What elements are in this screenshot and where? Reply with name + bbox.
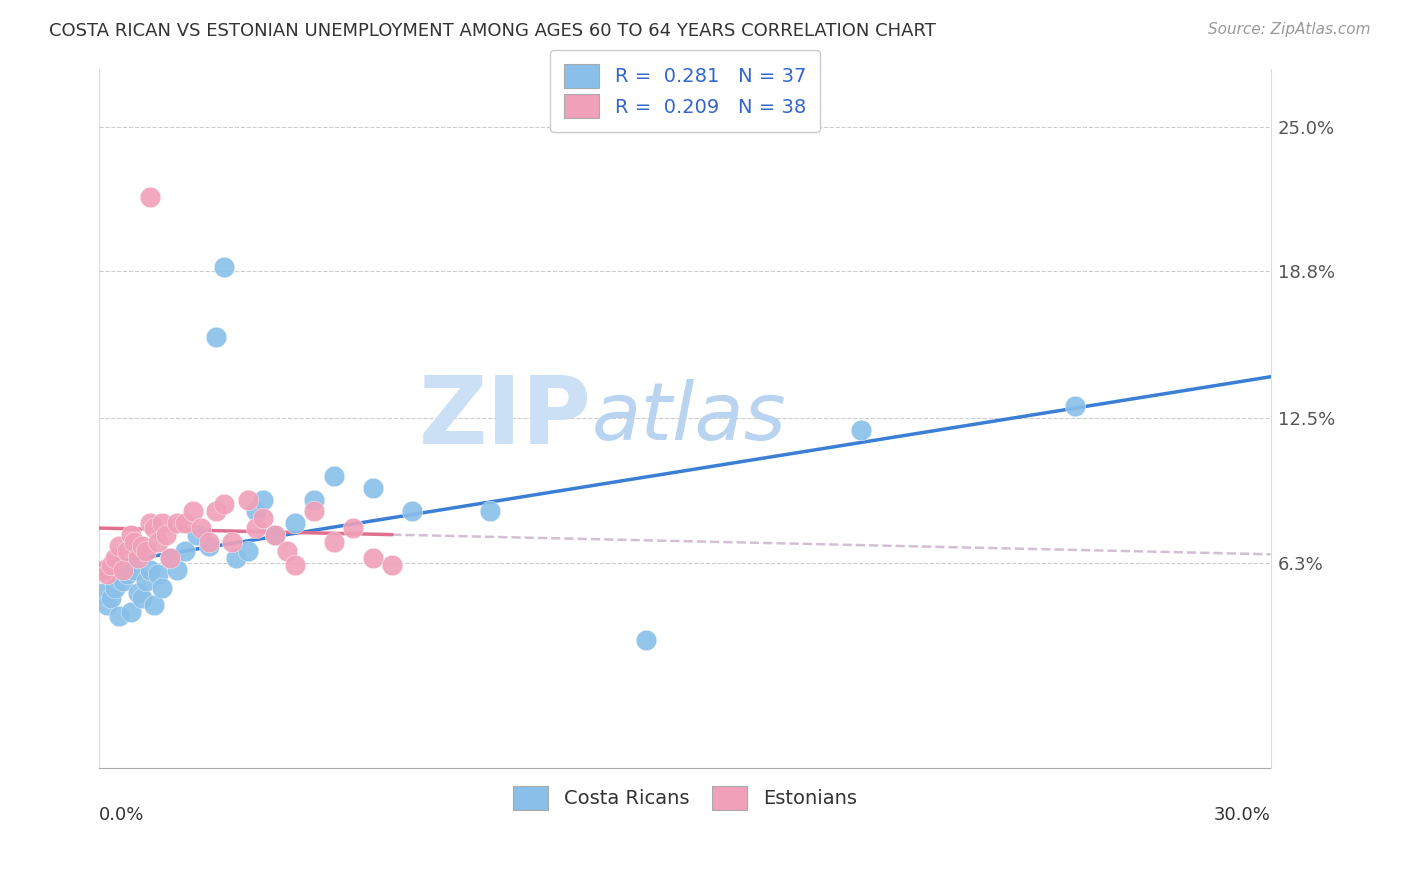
Point bbox=[120, 605, 142, 619]
Point bbox=[361, 481, 384, 495]
Point bbox=[197, 539, 219, 553]
Point bbox=[155, 527, 177, 541]
Point bbox=[96, 598, 118, 612]
Text: ZIP: ZIP bbox=[419, 372, 592, 464]
Point bbox=[264, 527, 287, 541]
Point bbox=[100, 591, 122, 605]
Point bbox=[342, 521, 364, 535]
Point bbox=[302, 504, 325, 518]
Point bbox=[135, 574, 157, 589]
Point bbox=[284, 516, 307, 530]
Point bbox=[159, 551, 181, 566]
Point bbox=[276, 544, 298, 558]
Point bbox=[146, 534, 169, 549]
Point bbox=[115, 544, 138, 558]
Point bbox=[139, 563, 162, 577]
Point bbox=[174, 516, 197, 530]
Point bbox=[131, 539, 153, 553]
Point bbox=[124, 563, 146, 577]
Text: 0.0%: 0.0% bbox=[100, 806, 145, 824]
Point bbox=[139, 516, 162, 530]
Point bbox=[159, 551, 181, 566]
Point bbox=[221, 534, 243, 549]
Point bbox=[252, 511, 274, 525]
Point bbox=[120, 527, 142, 541]
Point bbox=[197, 534, 219, 549]
Point bbox=[245, 504, 267, 518]
Point bbox=[236, 492, 259, 507]
Point bbox=[115, 567, 138, 582]
Point bbox=[322, 469, 344, 483]
Point bbox=[302, 492, 325, 507]
Text: atlas: atlas bbox=[592, 379, 786, 457]
Point bbox=[166, 563, 188, 577]
Point bbox=[214, 260, 236, 274]
Point bbox=[150, 581, 173, 595]
Point bbox=[214, 497, 236, 511]
Text: 30.0%: 30.0% bbox=[1213, 806, 1271, 824]
Point bbox=[100, 558, 122, 572]
Point bbox=[361, 551, 384, 566]
Point bbox=[205, 329, 228, 343]
Point bbox=[284, 558, 307, 572]
Point bbox=[131, 591, 153, 605]
Point bbox=[174, 544, 197, 558]
Point bbox=[401, 504, 423, 518]
Point bbox=[111, 563, 134, 577]
Point bbox=[108, 609, 131, 624]
Point bbox=[634, 632, 657, 647]
Point bbox=[1064, 400, 1087, 414]
Point bbox=[124, 534, 146, 549]
Point bbox=[127, 551, 149, 566]
Point bbox=[181, 504, 204, 518]
Point bbox=[139, 190, 162, 204]
Point bbox=[96, 567, 118, 582]
Legend: Costa Ricans, Estonians: Costa Ricans, Estonians bbox=[505, 778, 865, 817]
Point bbox=[322, 534, 344, 549]
Point bbox=[236, 544, 259, 558]
Point bbox=[252, 492, 274, 507]
Text: COSTA RICAN VS ESTONIAN UNEMPLOYMENT AMONG AGES 60 TO 64 YEARS CORRELATION CHART: COSTA RICAN VS ESTONIAN UNEMPLOYMENT AMO… bbox=[49, 22, 936, 40]
Point bbox=[108, 539, 131, 553]
Point bbox=[478, 504, 501, 518]
Point bbox=[225, 551, 247, 566]
Point bbox=[849, 423, 872, 437]
Point bbox=[245, 521, 267, 535]
Point bbox=[127, 586, 149, 600]
Point bbox=[205, 504, 228, 518]
Point bbox=[264, 527, 287, 541]
Point bbox=[91, 586, 114, 600]
Point bbox=[381, 558, 404, 572]
Point bbox=[111, 574, 134, 589]
Point bbox=[143, 521, 166, 535]
Point bbox=[104, 551, 127, 566]
Point bbox=[135, 544, 157, 558]
Point bbox=[91, 563, 114, 577]
Point bbox=[146, 567, 169, 582]
Point bbox=[166, 516, 188, 530]
Point bbox=[190, 521, 212, 535]
Text: Source: ZipAtlas.com: Source: ZipAtlas.com bbox=[1208, 22, 1371, 37]
Point bbox=[150, 516, 173, 530]
Point bbox=[143, 598, 166, 612]
Point bbox=[186, 527, 208, 541]
Point bbox=[104, 581, 127, 595]
